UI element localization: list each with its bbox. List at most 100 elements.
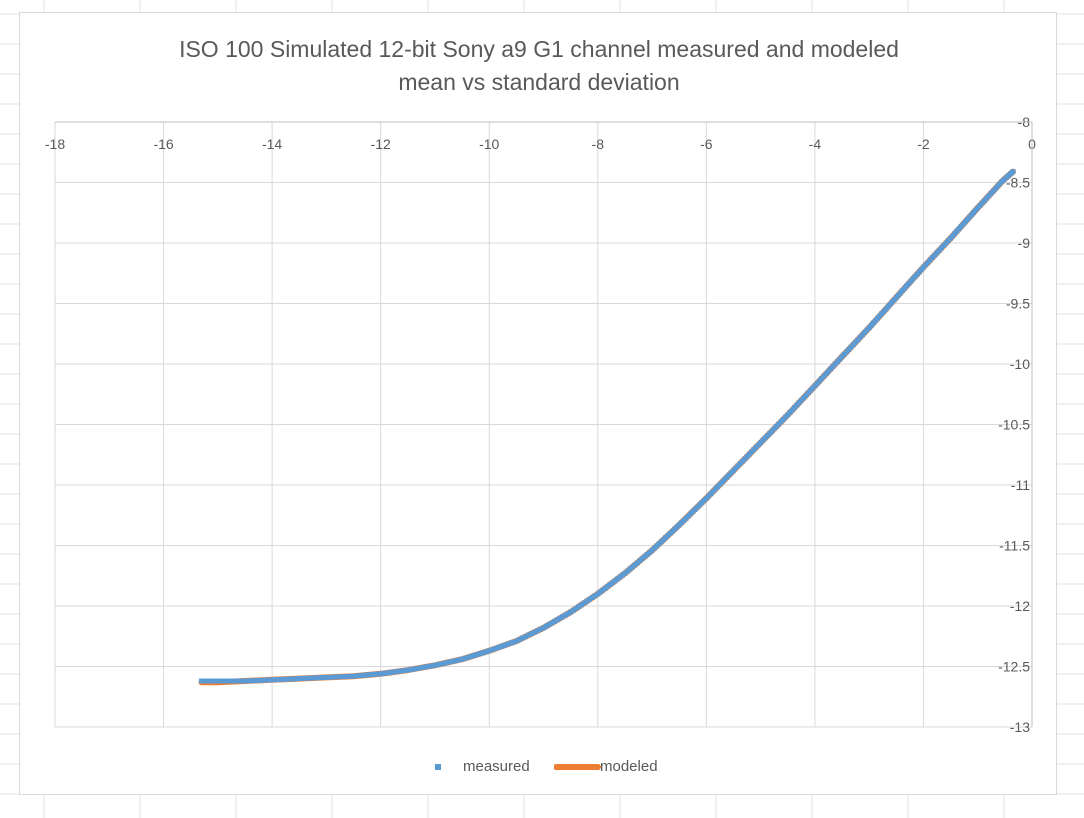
data-point-measured	[218, 678, 224, 684]
data-point-measured	[522, 634, 528, 640]
data-point-measured	[317, 675, 323, 681]
data-point-measured	[535, 628, 540, 634]
data-point-measured	[528, 631, 534, 637]
data-point-measured	[465, 654, 471, 660]
chart-title-line-2: mean vs standard deviation	[398, 69, 680, 95]
data-point-measured	[387, 670, 393, 676]
y-tick-label: -13	[1010, 719, 1030, 735]
data-point-measured	[554, 617, 560, 623]
data-point-measured	[453, 658, 459, 664]
data-point-measured	[252, 678, 258, 684]
data-point-measured	[525, 632, 531, 638]
data-point-measured	[300, 675, 306, 681]
data-point-measured	[546, 622, 552, 628]
data-point-measured	[327, 674, 333, 680]
data-point-measured	[286, 676, 292, 682]
data-point-measured	[266, 677, 272, 683]
data-point-measured	[1010, 169, 1016, 175]
data-point-measured	[510, 639, 516, 645]
data-point-measured	[474, 652, 480, 657]
data-point-measured	[438, 661, 444, 667]
x-tick-label: -18	[45, 136, 65, 152]
y-tick-label: -10	[1010, 356, 1030, 372]
data-point-measured	[347, 673, 353, 679]
data-point-measured	[516, 637, 522, 643]
data-point-measured	[290, 676, 295, 682]
data-point-measured	[344, 674, 350, 679]
x-tick-label: -2	[917, 136, 930, 152]
y-tick-label: -12.5	[998, 659, 1030, 675]
data-point-measured	[245, 678, 251, 684]
data-point-measured	[205, 678, 211, 684]
y-tick-label: -8.5	[1006, 175, 1030, 191]
data-point-measured	[235, 678, 241, 684]
data-point-measured	[568, 609, 574, 615]
data-point-measured	[256, 677, 261, 683]
data-point-measured	[444, 660, 450, 666]
data-point-measured	[581, 600, 587, 606]
data-point-measured	[360, 672, 366, 678]
data-point-measured	[354, 673, 359, 679]
data-point-measured	[480, 650, 486, 656]
data-point-measured	[420, 664, 426, 670]
x-tick-label: -4	[809, 136, 822, 152]
data-point-measured	[492, 646, 498, 652]
data-point-measured	[351, 673, 356, 679]
data-point-measured	[375, 671, 381, 677]
data-point-measured	[507, 640, 513, 646]
data-point-measured	[405, 667, 411, 673]
data-point-measured	[573, 605, 579, 611]
data-point-measured	[273, 677, 278, 683]
data-point-measured	[471, 653, 477, 658]
y-tick-label: -11	[1011, 477, 1030, 493]
data-point-measured	[283, 676, 289, 682]
plot-area: -18-16-14-12-10-8-6-4-20-8-8.5-9-9.5-10-…	[45, 114, 1036, 735]
legend: measured modeled	[20, 755, 1058, 779]
legend-marker-measured	[435, 764, 441, 770]
legend-item-modeled: modeled	[554, 755, 684, 779]
data-point-measured	[262, 677, 268, 683]
data-point-measured	[468, 653, 474, 659]
data-point-measured	[589, 595, 595, 600]
data-point-measured	[279, 676, 285, 682]
data-point-measured	[562, 612, 568, 618]
data-point-measured	[222, 678, 228, 684]
y-tick-label: -10.5	[998, 417, 1030, 433]
data-point-measured	[199, 678, 204, 684]
chart-area[interactable]: ISO 100 Simulated 12-bit Sony a9 G1 chan…	[19, 12, 1057, 795]
data-point-measured	[532, 629, 537, 635]
data-point-measured	[489, 647, 495, 653]
data-point-measured	[498, 644, 504, 649]
data-point-measured	[369, 672, 375, 678]
data-point-measured	[414, 666, 420, 671]
data-point-measured	[337, 674, 343, 680]
data-point-measured	[557, 615, 563, 621]
data-point-measured	[330, 674, 336, 680]
data-point-measured	[384, 670, 390, 676]
data-point-measured	[447, 659, 453, 665]
data-point-measured	[306, 675, 312, 681]
data-point-measured	[456, 657, 462, 663]
data-point-measured	[293, 676, 299, 682]
data-point-measured	[396, 668, 402, 674]
data-point-measured	[259, 677, 265, 683]
data-point-measured	[215, 678, 221, 684]
data-point-measured	[462, 655, 468, 661]
x-tick-label: -12	[371, 136, 391, 152]
data-point-measured	[570, 607, 576, 613]
data-point-measured	[378, 671, 384, 677]
data-point-measured	[323, 674, 329, 680]
data-point-measured	[551, 619, 557, 624]
data-point-measured	[549, 620, 555, 626]
data-point-measured	[587, 596, 593, 602]
data-point-measured	[399, 668, 405, 674]
y-tick-label: -9.5	[1006, 296, 1030, 312]
data-point-measured	[340, 674, 346, 680]
x-tick-label: -10	[479, 136, 499, 152]
data-point-measured	[441, 660, 447, 666]
data-point-measured	[232, 678, 238, 684]
chart-title-line-1: ISO 100 Simulated 12-bit Sony a9 G1 chan…	[179, 36, 899, 62]
data-point-measured	[239, 678, 245, 684]
data-point-measured	[495, 645, 501, 650]
data-point-measured	[538, 626, 543, 632]
